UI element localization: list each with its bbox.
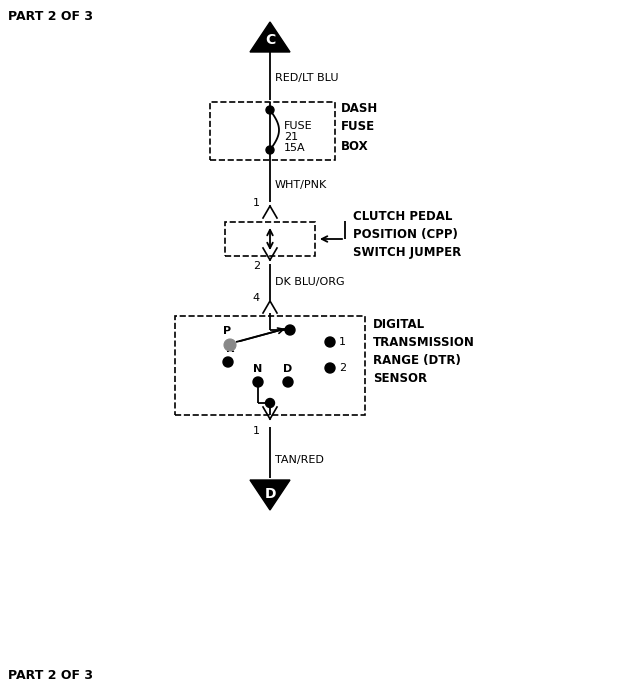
- Circle shape: [223, 357, 233, 367]
- Bar: [225, 222, 315, 256]
- Circle shape: [266, 398, 274, 407]
- Circle shape: [283, 377, 293, 387]
- Polygon shape: [250, 480, 290, 510]
- Text: 1: 1: [253, 198, 260, 208]
- Text: D: D: [284, 364, 293, 374]
- Circle shape: [325, 363, 335, 373]
- Text: D: D: [265, 486, 276, 500]
- Text: 1: 1: [253, 426, 260, 436]
- Text: FUSE: FUSE: [284, 121, 313, 131]
- Text: PART 2 OF 3: PART 2 OF 3: [8, 10, 93, 23]
- Circle shape: [285, 325, 295, 335]
- Circle shape: [325, 337, 335, 347]
- Text: 2: 2: [253, 261, 260, 271]
- Text: 1: 1: [339, 337, 346, 347]
- Circle shape: [266, 146, 274, 154]
- Circle shape: [224, 339, 236, 351]
- Text: RED/LT BLU: RED/LT BLU: [275, 73, 339, 83]
- Text: R: R: [226, 344, 234, 354]
- Text: 4: 4: [253, 293, 260, 303]
- Text: 2: 2: [339, 363, 346, 373]
- Text: PART 2 OF 3: PART 2 OF 3: [8, 669, 93, 682]
- Text: P: P: [223, 326, 231, 336]
- Text: 21: 21: [284, 132, 298, 142]
- Text: C: C: [265, 33, 275, 47]
- Text: DK BLU/ORG: DK BLU/ORG: [275, 277, 345, 287]
- Text: easyautodiagnostics.com: easyautodiagnostics.com: [214, 360, 356, 370]
- Bar: [210, 102, 335, 160]
- Text: TAN/RED: TAN/RED: [275, 455, 324, 465]
- Text: CLUTCH PEDAL
POSITION (CPP)
SWITCH JUMPER: CLUTCH PEDAL POSITION (CPP) SWITCH JUMPE…: [353, 210, 461, 259]
- Bar: [175, 316, 365, 415]
- Text: DASH
FUSE
BOX: DASH FUSE BOX: [341, 102, 378, 153]
- Text: DIGITAL
TRANSMISSION
RANGE (DTR)
SENSOR: DIGITAL TRANSMISSION RANGE (DTR) SENSOR: [373, 318, 475, 385]
- Circle shape: [253, 377, 263, 387]
- Text: 15A: 15A: [284, 143, 306, 153]
- Circle shape: [266, 106, 274, 114]
- Text: WHT/PNK: WHT/PNK: [275, 180, 328, 190]
- Polygon shape: [250, 22, 290, 52]
- Text: N: N: [253, 364, 263, 374]
